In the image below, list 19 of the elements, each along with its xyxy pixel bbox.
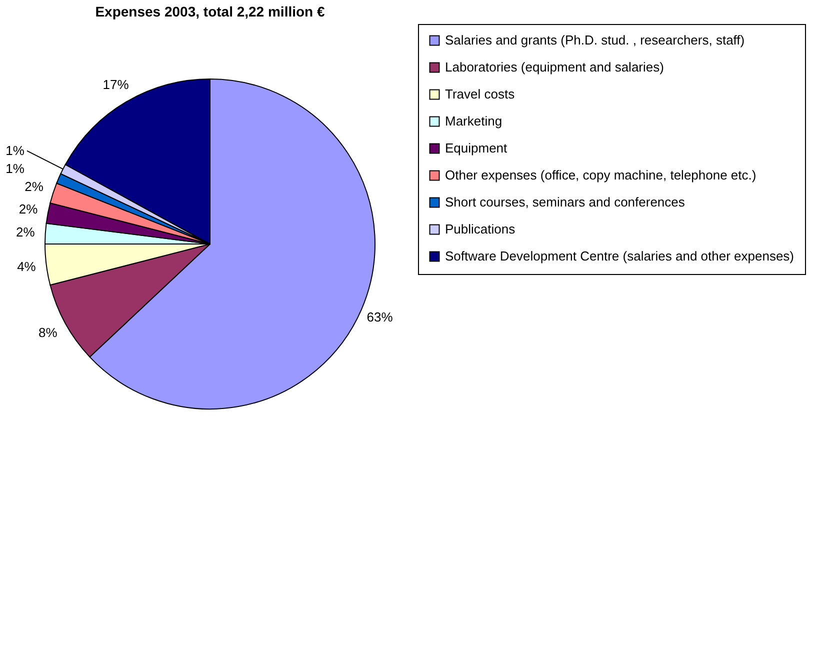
data-label: 63%: [366, 309, 394, 324]
legend-label: Travel costs: [445, 86, 516, 102]
data-label: 2%: [24, 178, 44, 194]
data-label: 8%: [38, 325, 58, 340]
data-label: 1%: [6, 142, 25, 158]
legend-label: Equipment: [445, 140, 508, 156]
legend-label: Marketing: [445, 114, 502, 128]
legend-label: Software Development Centre (salaries and other expenses): [445, 248, 794, 264]
data-label: 2%: [18, 201, 38, 216]
legend-label: Other expenses (office, copy machine, telephone etc.): [445, 168, 756, 182]
data-label: 1%: [6, 160, 25, 176]
chart-title: Expenses 2003, total 2,22 million €: [95, 4, 325, 20]
data-label: 17%: [102, 76, 130, 92]
data-label: 4%: [17, 259, 36, 274]
data-label: 2%: [16, 224, 36, 240]
legend-label: Laboratories (equipment and salaries): [445, 60, 664, 74]
legend-label: Short courses, seminars and conferences: [445, 194, 686, 210]
legend-label: Publications: [445, 222, 516, 236]
legend-label: Salaries and grants (Ph.D. stud. , researchers, staff): [445, 32, 745, 48]
